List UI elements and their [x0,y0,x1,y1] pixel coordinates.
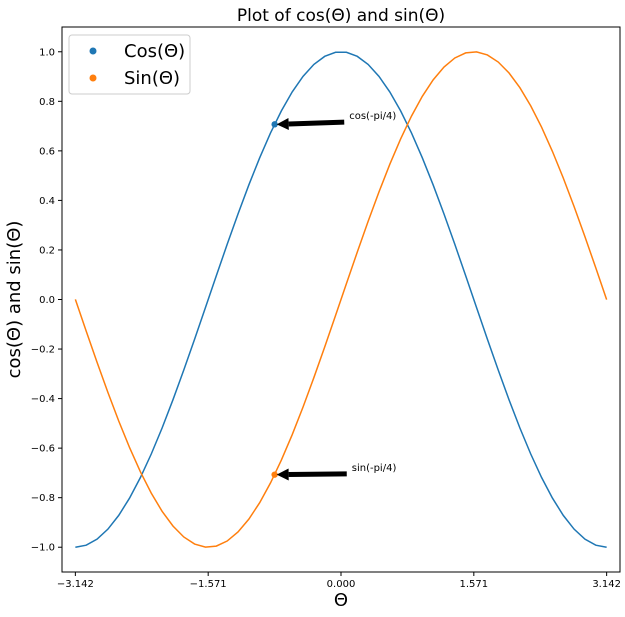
x-tick-label: 1.571 [460,579,489,590]
y-axis-title: cos(Θ) and sin(Θ) [4,221,25,379]
legend: Cos(Θ) Sin(Θ) [68,34,191,95]
annotation-label: cos(-pi/4) [349,111,396,122]
axis-ticks: −3.142 −1.571 0.000 1.571 3.142 −1.0 −0.8 −0.6 −… [31,47,621,590]
series-line-cos [75,51,607,548]
annotation-arrow [288,471,347,478]
y-tick-label: 0.4 [39,196,55,207]
annotation-arrow [288,119,345,127]
y-tick-label: −1.0 [31,543,55,554]
annotations: cos(-pi/4) sin(-pi/4) [276,111,397,481]
y-tick-label: 0.6 [39,146,55,157]
plot-area [74,51,608,548]
legend-label: Cos(Θ) [124,41,185,62]
x-axis-title: Θ [334,590,348,611]
legend-box [68,34,191,95]
series-line-sin [74,51,608,548]
y-tick-label: −0.4 [31,394,55,405]
annotation-arrow-head [276,468,289,481]
annotation-label: sin(-pi/4) [352,463,397,474]
y-tick-label: 0.8 [39,97,55,108]
y-tick-label: 1.0 [39,47,55,58]
y-tick-label: −0.6 [31,444,55,455]
highlight-point [271,121,278,128]
y-tick-label: −0.2 [31,345,55,356]
y-tick-label: −0.8 [31,493,55,504]
x-tick-label: 0.000 [327,579,356,590]
y-tick-label: 0.0 [39,295,55,306]
x-tick-label: 3.142 [592,579,621,590]
x-tick-label: −3.142 [57,579,94,590]
highlight-point [271,471,278,478]
chart-title: Plot of cos(Θ) and sin(Θ) [237,6,445,26]
annotation-arrow-head [276,117,289,130]
y-tick-label: 0.2 [39,245,55,256]
legend-label: Sin(Θ) [124,68,180,89]
legend-marker [89,74,97,82]
legend-marker [89,47,97,55]
x-tick-label: −1.571 [190,579,227,590]
